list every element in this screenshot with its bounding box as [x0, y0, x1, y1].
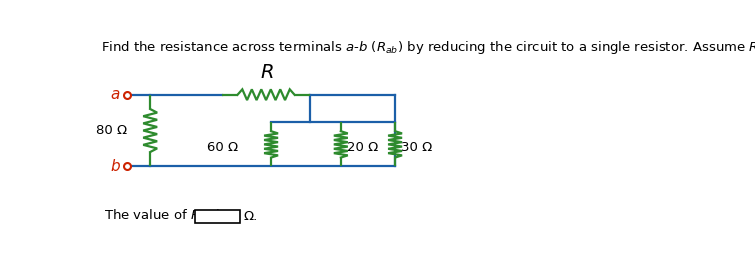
- Text: 60 Ω: 60 Ω: [207, 141, 238, 154]
- Text: 20 Ω: 20 Ω: [347, 141, 378, 154]
- Text: $a$: $a$: [110, 87, 121, 102]
- Text: 30 Ω: 30 Ω: [401, 141, 433, 154]
- Text: Ω.: Ω.: [244, 210, 258, 223]
- Text: The value of $R_{ab}$ is: The value of $R_{ab}$ is: [103, 208, 227, 224]
- Text: $b$: $b$: [109, 158, 121, 174]
- Text: Find the resistance across terminals $a$-$b$ ($R_{ab}$) by reducing the circuit : Find the resistance across terminals $a$…: [100, 39, 755, 56]
- FancyBboxPatch shape: [195, 210, 240, 222]
- Text: 80 Ω: 80 Ω: [96, 124, 127, 137]
- Text: $R$: $R$: [260, 64, 273, 83]
